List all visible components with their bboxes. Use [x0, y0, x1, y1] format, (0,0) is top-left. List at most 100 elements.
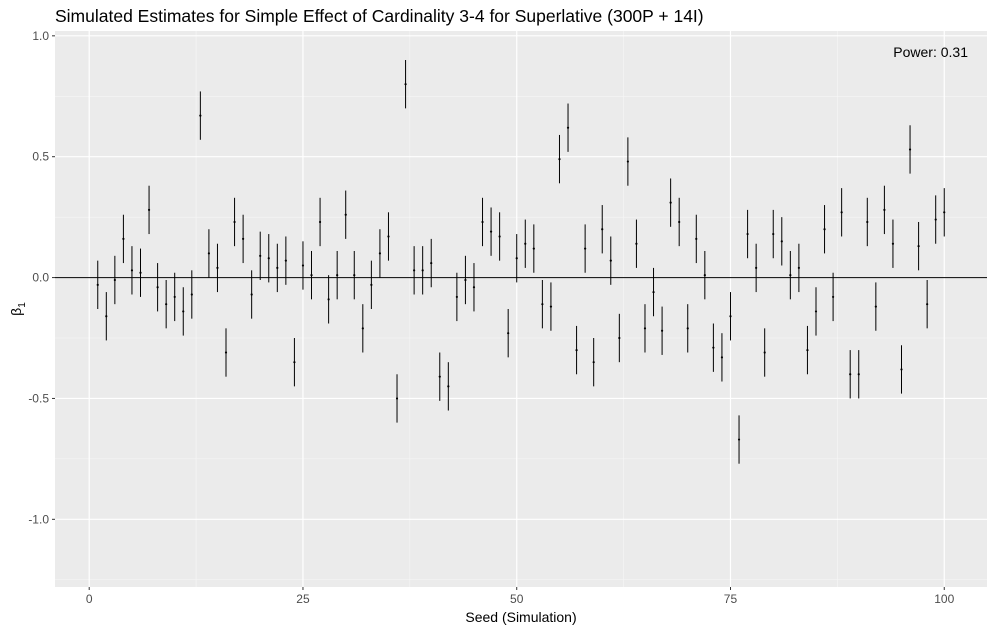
estimate-point [755, 266, 758, 270]
estimate-point [190, 293, 193, 296]
estimate-point [267, 257, 270, 260]
estimate-point [678, 220, 681, 224]
estimate-point [395, 397, 399, 400]
estimate-point [592, 361, 595, 364]
estimate-point [746, 232, 749, 236]
estimate-point [566, 126, 570, 129]
estimate-point [370, 283, 373, 286]
estimate-point [524, 242, 527, 245]
estimate-point [626, 160, 629, 163]
estimate-point [652, 290, 655, 294]
estimate-point [498, 235, 501, 238]
estimate-point [327, 298, 330, 301]
estimate-point [361, 327, 364, 330]
estimate-point [763, 351, 766, 354]
estimate-point [643, 327, 647, 330]
y-tick-label: -1.0 [28, 512, 49, 526]
estimate-point [831, 295, 835, 299]
y-axis: 1.0 0.5 0.0 -0.5 -1.0 [28, 29, 55, 526]
estimate-point [199, 114, 202, 117]
x-tick-label: 0 [86, 592, 93, 606]
minor-grid [55, 31, 987, 587]
estimate-point [729, 315, 732, 318]
chart-title: Simulated Estimates for Simple Effect of… [55, 6, 704, 26]
estimate-point [541, 303, 544, 306]
estimate-point [806, 348, 809, 352]
plot-panel [55, 31, 987, 587]
estimate-point [489, 230, 493, 233]
x-tick-label: 100 [934, 592, 954, 606]
estimate-point [293, 361, 296, 364]
estimate-point [874, 305, 877, 308]
y-tick-label: 0.0 [32, 271, 49, 285]
estimate-point [276, 266, 279, 270]
estimate-point [866, 220, 869, 224]
estimate-point [695, 237, 698, 240]
estimate-point [772, 232, 775, 236]
estimate-point [908, 148, 912, 151]
estimate-point [242, 237, 245, 240]
estimate-point [840, 211, 843, 214]
estimate-point [224, 351, 228, 354]
estimate-point [575, 348, 578, 352]
estimate-point [156, 286, 159, 289]
y-tick-label: -0.5 [28, 391, 49, 405]
estimate-point [301, 264, 305, 267]
estimate-point [387, 235, 390, 238]
estimate-point [96, 283, 99, 286]
estimate-point [926, 303, 929, 306]
estimate-point [789, 274, 792, 277]
estimate-point [216, 266, 219, 270]
estimate-point [849, 373, 852, 376]
estimate-point [284, 259, 287, 262]
estimate-point [105, 315, 108, 318]
estimate-point [635, 242, 638, 245]
estimate-point [122, 237, 125, 240]
estimate-point [182, 310, 185, 313]
estimate-point [472, 286, 476, 289]
y-axis-title-main: β [8, 308, 24, 316]
estimate-point [584, 247, 587, 250]
estimate-point [344, 213, 347, 216]
estimate-point [609, 259, 612, 262]
estimate-point [917, 245, 920, 248]
estimate-point [318, 220, 322, 224]
estimate-point [438, 375, 441, 378]
estimate-point [113, 278, 116, 282]
estimate-point [173, 295, 176, 299]
estimates-layer [96, 60, 946, 464]
x-tick-label: 75 [724, 592, 738, 606]
estimate-point [934, 218, 937, 221]
y-axis-title-subscript: 1 [17, 302, 28, 308]
estimate-point [481, 220, 484, 224]
estimate-point [259, 254, 262, 257]
y-tick-label: 0.5 [32, 150, 49, 164]
estimate-point [507, 332, 510, 335]
estimate-point [447, 385, 450, 388]
estimate-point [883, 208, 886, 211]
estimate-point [601, 228, 604, 231]
estimate-point [618, 336, 621, 340]
estimate-point [549, 305, 553, 308]
estimate-point [413, 269, 416, 272]
estimate-point [378, 252, 382, 255]
power-annotation: Power: 0.31 [893, 44, 968, 60]
estimate-point [686, 327, 689, 330]
estimate-point [421, 269, 424, 272]
estimate-point [165, 303, 168, 306]
estimate-point [891, 242, 895, 245]
estimate-point [130, 269, 134, 272]
estimate-point [336, 274, 339, 277]
estimate-point [814, 310, 818, 313]
estimate-point [943, 211, 946, 214]
estimate-point [147, 208, 151, 211]
estimate-point [404, 83, 407, 86]
estimate-point [780, 240, 783, 243]
x-tick-label: 50 [510, 592, 524, 606]
estimate-point [455, 295, 458, 299]
estimate-point [558, 158, 561, 161]
x-axis: 0 25 50 75 100 [86, 587, 955, 606]
estimate-point [900, 368, 903, 371]
estimate-point [660, 329, 664, 332]
